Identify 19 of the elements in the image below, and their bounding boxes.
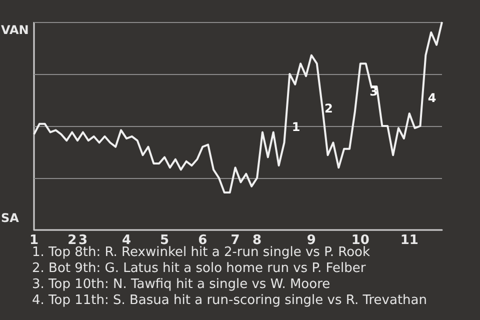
text: 3. Top 10th: N. Tawfiq hit a single vs W. Moore (32, 277, 330, 292)
annotation: 2 (324, 101, 333, 116)
x-tick-label: 2 (68, 233, 77, 248)
text: 2. Bot 9th: G. Latus hit a solo home run vs P. Felber (32, 261, 366, 276)
x-tick-label: 5 (160, 233, 170, 248)
x-tick-label: 1 (29, 233, 39, 248)
annotation: 4 (428, 90, 436, 105)
x-tick-label: 10 (351, 233, 370, 248)
x-tick-label: 8 (252, 233, 262, 248)
x-tick-label: 4 (122, 233, 132, 248)
text: 1. Top 8th: R. Rexwinkel hit a 2-run single vs P. Rook (32, 245, 371, 260)
x-tick-label: 9 (306, 233, 316, 248)
x-tick-label: 7 (230, 233, 240, 248)
annotation: 1 (292, 120, 300, 134)
text: 4. Top 11th: S. Basua hit a run-scoring single vs R. Trevathan (32, 293, 427, 308)
annotation: 3 (370, 84, 378, 99)
text: VAN (1, 23, 29, 37)
text: SA (1, 211, 20, 225)
x-tick-label: 11 (400, 233, 418, 248)
